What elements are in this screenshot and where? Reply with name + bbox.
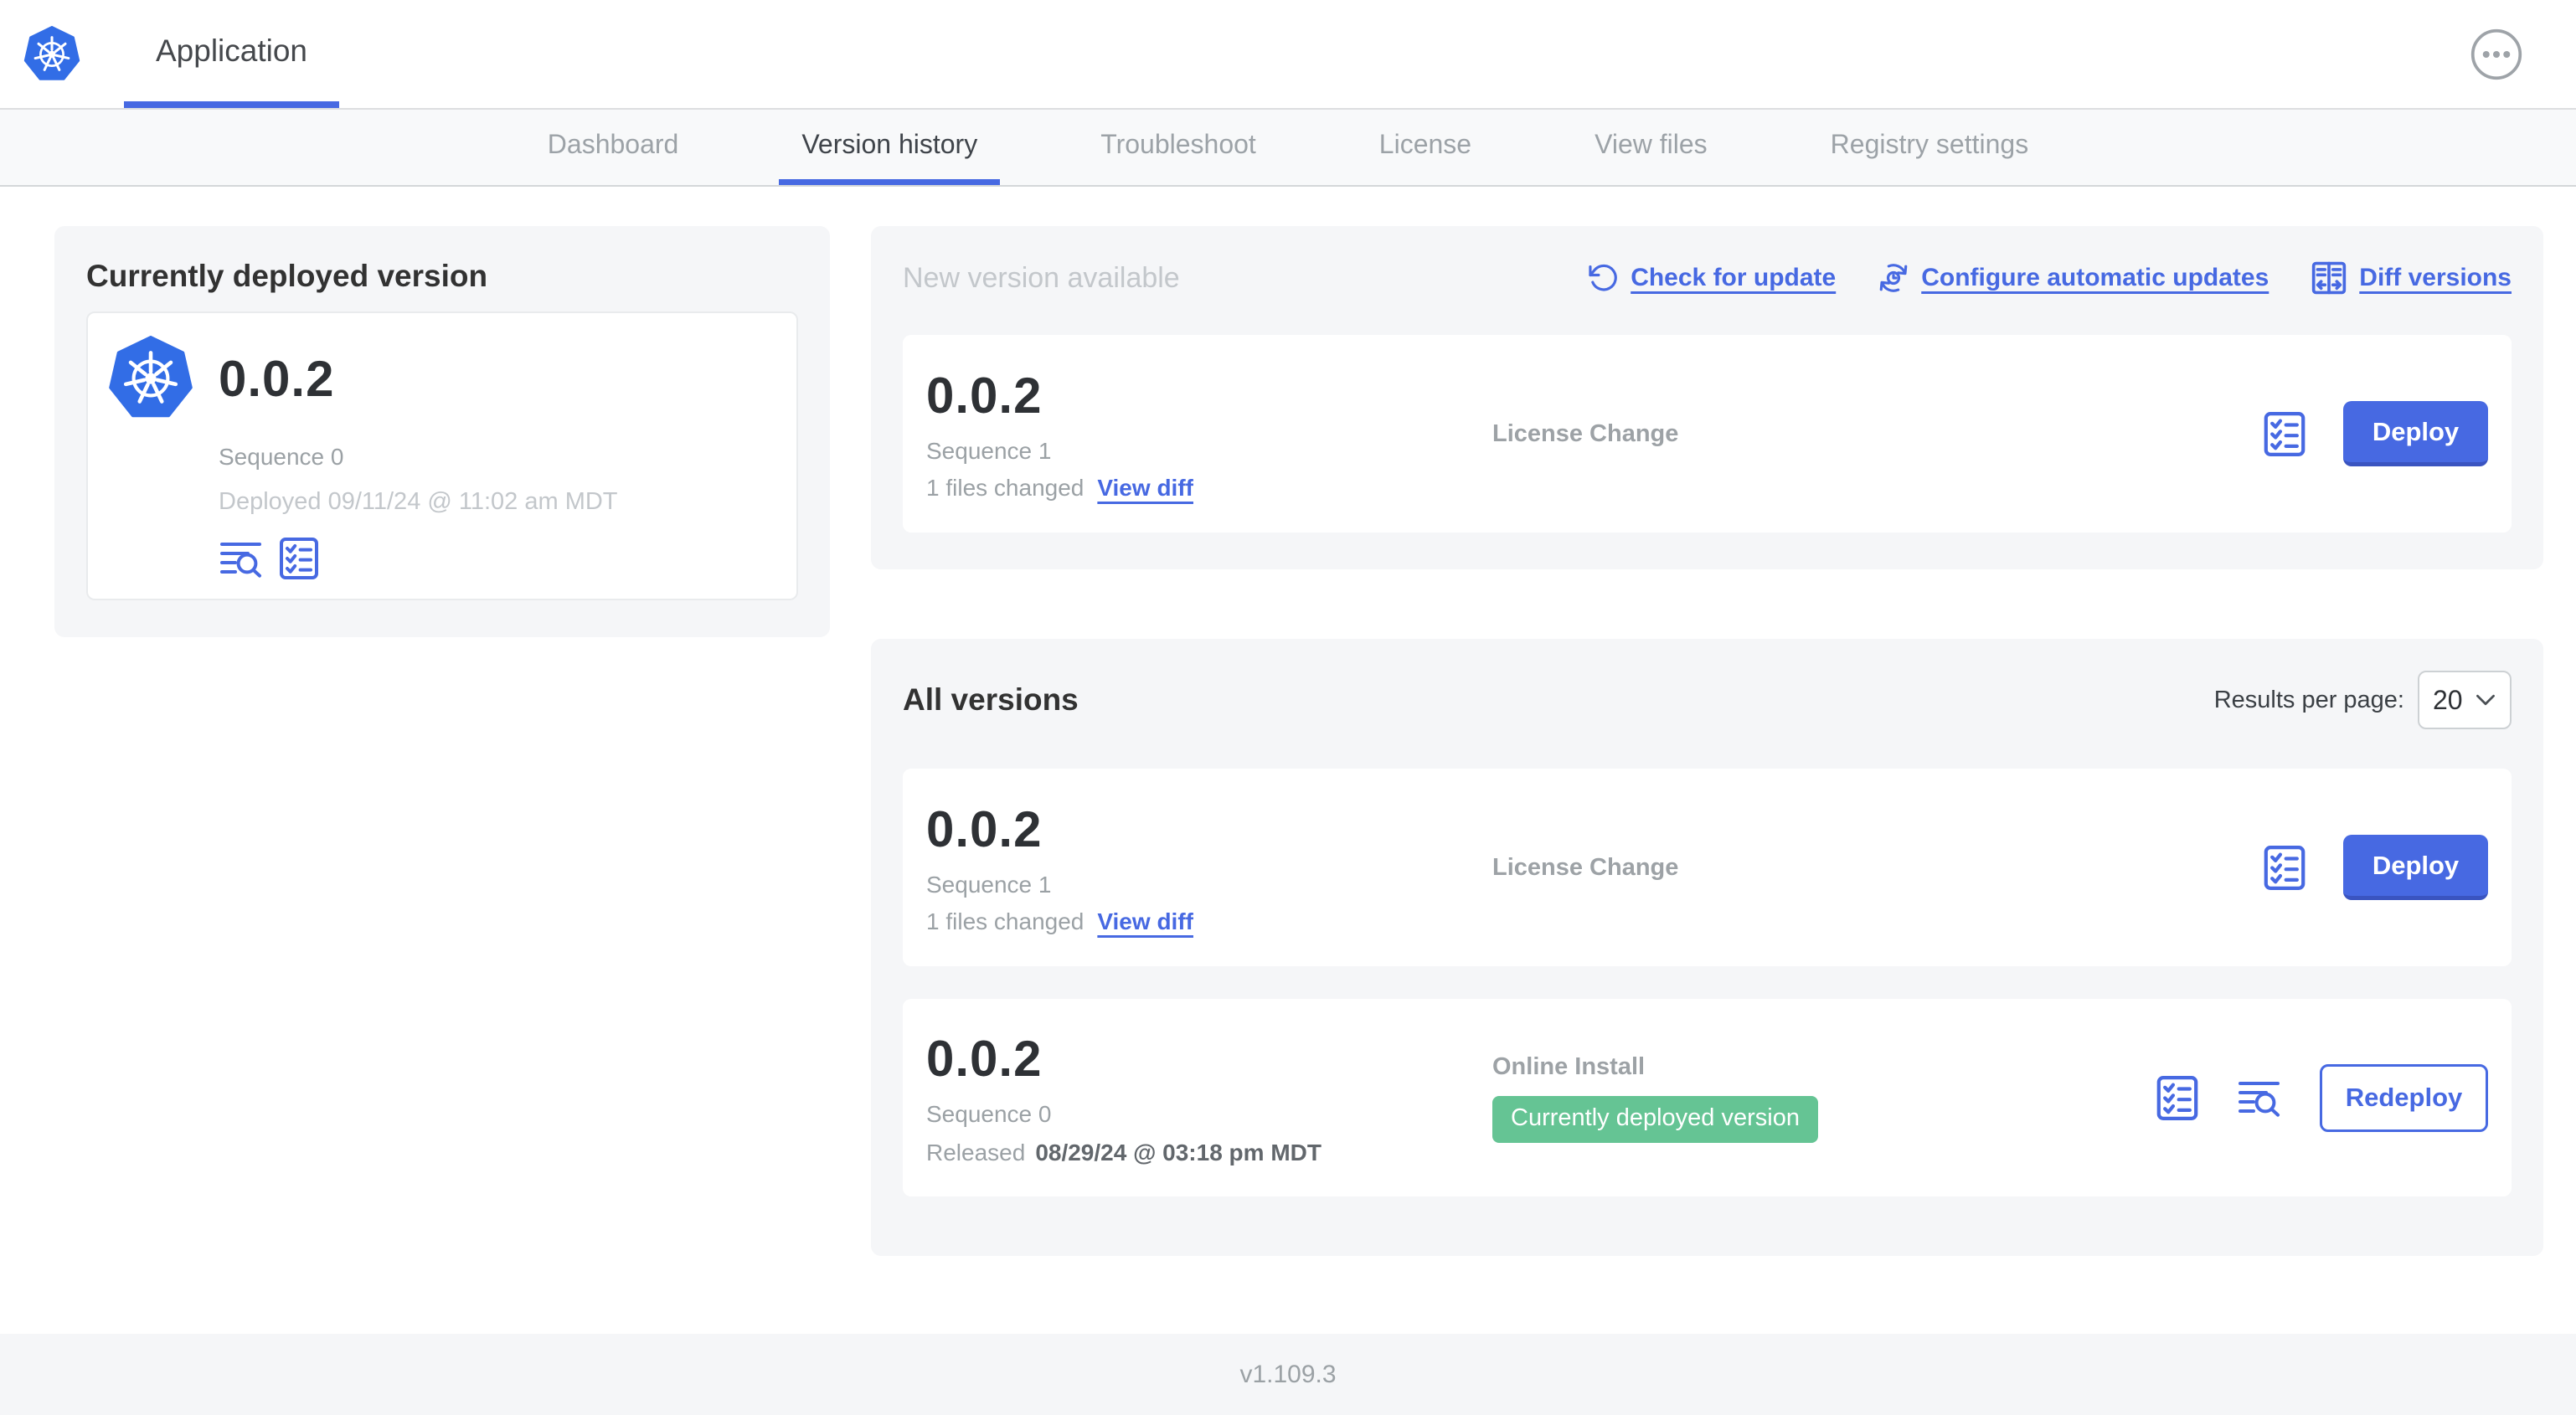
deploy-logs-icon[interactable] — [2236, 1078, 2283, 1117]
ellipsis-icon — [2470, 28, 2522, 80]
results-per-page-label: Results per page: — [2213, 686, 2404, 713]
released-timestamp: 08/29/24 @ 03:18 pm MDT — [1035, 1139, 1321, 1165]
version-number: 0.0.2 — [926, 1030, 1043, 1087]
new-version-panel: New version available Check for update C… — [871, 226, 2543, 569]
tab-troubleshoot[interactable]: Troubleshoot — [1100, 129, 1256, 159]
app-tab-label: Application — [156, 33, 308, 68]
view-diff-link[interactable]: View diff — [1097, 474, 1193, 501]
redeploy-button[interactable]: Redeploy — [2320, 1063, 2488, 1132]
app-header: Application — [0, 0, 2576, 110]
new-version-card: 0.0.2 Sequence 1 1 files changed View di… — [903, 335, 2512, 533]
currently-deployed-title: Currently deployed version — [86, 259, 488, 293]
results-per-page-value: 20 — [2433, 684, 2463, 715]
chevron-down-icon — [2476, 694, 2495, 705]
auto-update-clock-icon — [1879, 264, 1908, 292]
currently-deployed-card: 0.0.2 Sequence 0 Deployed 09/11/24 @ 11:… — [86, 311, 798, 600]
version-row-sequence-1: 0.0.2 Sequence 1 1 files changed View di… — [903, 769, 2512, 966]
released-label: Released — [926, 1139, 1026, 1165]
app-sub-nav: Dashboard Version history Troubleshoot L… — [0, 110, 2576, 187]
version-source: License Change — [1492, 419, 1679, 447]
currently-deployed-badge: Currently deployed version — [1492, 1095, 1818, 1143]
deploy-logs-icon[interactable] — [219, 539, 264, 578]
diff-icon — [2312, 261, 2347, 295]
release-notes-icon[interactable] — [2263, 411, 2306, 457]
check-for-update-link[interactable]: Check for update — [1587, 262, 1836, 294]
version-number: 0.0.2 — [926, 800, 1043, 857]
release-notes-icon[interactable] — [2156, 1075, 2199, 1121]
configure-automatic-updates-link[interactable]: Configure automatic updates — [1878, 262, 2269, 294]
files-changed-text: 1 files changed — [926, 474, 1084, 501]
version-number: 0.0.2 — [926, 367, 1043, 424]
refresh-icon — [1589, 264, 1618, 291]
deployed-timestamp: Deployed 09/11/24 @ 11:02 am MDT — [219, 488, 618, 515]
version-source: Online Install — [1492, 1052, 1646, 1080]
app-tab-application[interactable]: Application — [124, 0, 340, 108]
version-row-sequence-0: 0.0.2 Sequence 0 Released 08/29/24 @ 03:… — [903, 999, 2512, 1196]
deployed-sequence: Sequence 0 — [219, 444, 344, 470]
version-source: License Change — [1492, 853, 1679, 881]
app-footer: v1.109.3 — [0, 1334, 2576, 1415]
diff-versions-link[interactable]: Diff versions — [2311, 260, 2512, 296]
overflow-menu-button[interactable] — [2470, 28, 2523, 81]
version-sequence: Sequence 0 — [926, 1100, 1052, 1127]
version-sequence: Sequence 1 — [926, 871, 1052, 898]
deploy-button[interactable]: Deploy — [2343, 835, 2488, 900]
version-history-page: Currently deployed version 0.0.2 Sequenc… — [0, 187, 2576, 1334]
tab-version-history[interactable]: Version history — [779, 110, 1001, 185]
tab-dashboard[interactable]: Dashboard — [547, 129, 679, 159]
tab-registry-settings[interactable]: Registry settings — [1830, 129, 2029, 159]
all-versions-title: All versions — [903, 682, 1079, 717]
console-version: v1.109.3 — [1239, 1360, 1337, 1388]
tab-license[interactable]: License — [1378, 129, 1472, 159]
app-logo-icon — [108, 336, 193, 421]
all-versions-panel: All versions Results per page: 20 0.0.2 … — [871, 639, 2543, 1256]
deployed-version-number: 0.0.2 — [219, 350, 335, 407]
tab-view-files[interactable]: View files — [1595, 129, 1708, 159]
currently-deployed-panel: Currently deployed version 0.0.2 Sequenc… — [54, 226, 830, 637]
version-sequence: Sequence 1 — [926, 437, 1052, 464]
view-diff-link[interactable]: View diff — [1097, 908, 1193, 934]
release-notes-icon[interactable] — [279, 536, 319, 581]
release-notes-icon[interactable] — [2263, 845, 2306, 891]
new-version-title: New version available — [903, 261, 1180, 294]
results-per-page-select[interactable]: 20 — [2418, 671, 2512, 729]
kubernetes-logo-icon — [23, 25, 80, 83]
files-changed-text: 1 files changed — [926, 908, 1084, 934]
deploy-button[interactable]: Deploy — [2343, 401, 2488, 466]
